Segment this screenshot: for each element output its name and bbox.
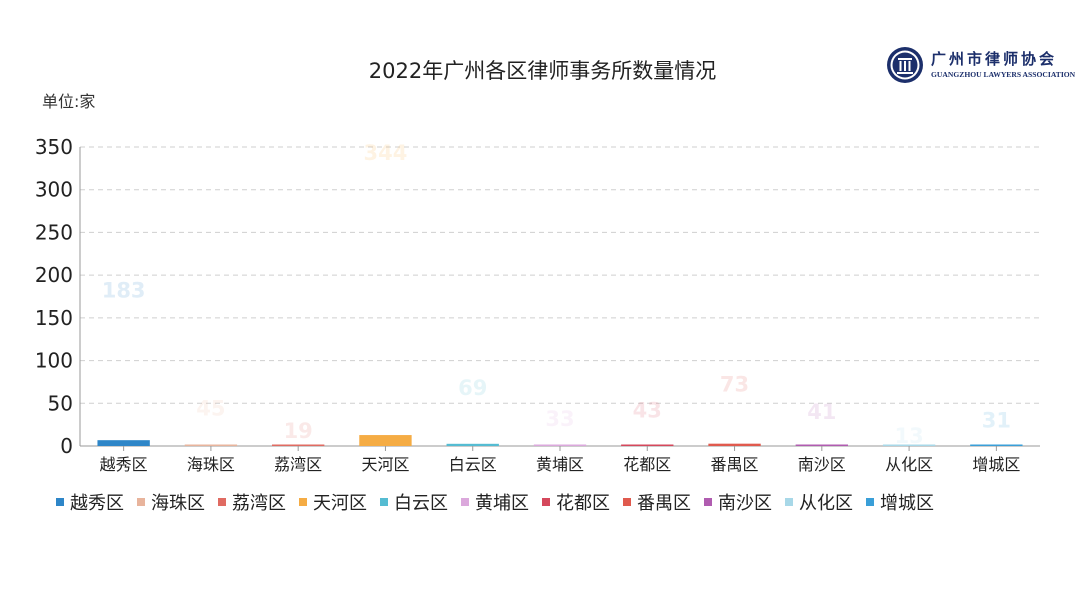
chart-legend: 越秀区 海珠区 荔湾区 天河区 白云区 黄埔区 花都区 番禺区 南沙区 从化区 增城区 <box>56 489 947 515</box>
legend-swatch <box>218 498 226 506</box>
legend-swatch <box>704 498 712 506</box>
x-tick-label: 番禺区 <box>711 455 759 474</box>
legend-swatch <box>866 498 874 506</box>
data-label: 344 <box>364 141 408 165</box>
bar <box>446 443 499 446</box>
y-tick-label: 250 <box>35 220 73 244</box>
legend-label: 从化区 <box>799 493 853 514</box>
legend-item[interactable]: 花都区 <box>542 489 610 515</box>
legend-label: 海珠区 <box>151 493 205 514</box>
x-tick-label: 花都区 <box>623 455 671 474</box>
bar <box>621 444 674 446</box>
bar <box>970 444 1023 446</box>
seal-icon <box>887 47 923 83</box>
x-tick-label: 从化区 <box>885 455 933 474</box>
legend-swatch <box>56 498 64 506</box>
legend-item[interactable]: 越秀区 <box>56 489 124 515</box>
legend-swatch <box>785 498 793 506</box>
legend-item[interactable]: 白云区 <box>380 489 448 515</box>
x-tick-label: 黄埔区 <box>536 455 584 474</box>
legend-swatch <box>137 498 145 506</box>
legend-item[interactable]: 荔湾区 <box>218 489 286 515</box>
data-label: 73 <box>720 373 749 397</box>
x-tick-label: 白云区 <box>449 455 497 474</box>
logo-name-en: GUANGZHOU LAWYERS ASSOCIATION <box>931 70 1076 79</box>
legend-label: 越秀区 <box>70 493 124 514</box>
y-tick-label: 300 <box>35 178 73 202</box>
x-tick-label: 荔湾区 <box>274 455 322 474</box>
bar <box>97 440 150 446</box>
legend-item[interactable]: 番禺区 <box>623 489 691 515</box>
x-tick-label: 南沙区 <box>798 455 846 474</box>
legend-swatch <box>623 498 631 506</box>
bar <box>795 444 848 446</box>
y-axis-unit-label: 单位:家 <box>42 92 96 111</box>
legend-label: 番禺区 <box>637 493 691 514</box>
y-tick-label: 0 <box>60 434 73 458</box>
bar <box>708 443 761 446</box>
association-logo: 广州市律师协会 GUANGZHOU LAWYERS ASSOCIATION <box>886 46 1075 86</box>
data-label: 33 <box>545 407 574 431</box>
x-tick-label: 增城区 <box>972 455 1020 474</box>
bar <box>533 444 587 446</box>
legend-label: 南沙区 <box>718 493 772 514</box>
bar <box>359 435 412 446</box>
y-tick-label: 350 <box>35 135 73 159</box>
legend-label: 白云区 <box>394 493 448 514</box>
x-tick-label: 海珠区 <box>187 455 235 474</box>
legend-swatch <box>299 498 307 506</box>
legend-item[interactable]: 增城区 <box>866 489 934 515</box>
legend-label: 天河区 <box>313 493 367 514</box>
x-tick-label: 天河区 <box>361 455 409 474</box>
y-tick-label: 50 <box>48 391 73 415</box>
data-label: 19 <box>284 419 313 443</box>
legend-item[interactable]: 海珠区 <box>137 489 205 515</box>
legend-item[interactable]: 黄埔区 <box>461 489 529 515</box>
legend-label: 花都区 <box>556 493 610 514</box>
legend-label: 黄埔区 <box>475 493 529 514</box>
data-label: 183 <box>102 279 146 303</box>
legend-swatch <box>461 498 469 506</box>
legend-label: 荔湾区 <box>232 493 286 514</box>
legend-item[interactable]: 天河区 <box>299 489 367 515</box>
logo-name-cn: 广州市律师协会 <box>931 50 1058 68</box>
legend-item[interactable]: 从化区 <box>785 489 853 515</box>
x-tick-label: 越秀区 <box>100 455 148 474</box>
data-label: 31 <box>982 409 1011 433</box>
legend-label: 增城区 <box>880 493 934 514</box>
legend-item[interactable]: 南沙区 <box>704 489 772 515</box>
y-tick-label: 100 <box>35 349 73 373</box>
bar <box>272 444 325 446</box>
bar <box>184 444 238 446</box>
legend-swatch <box>380 498 388 506</box>
data-label: 45 <box>196 397 225 421</box>
data-label: 69 <box>458 376 487 400</box>
legend-swatch <box>542 498 550 506</box>
data-label: 43 <box>633 398 662 422</box>
chart-title: 2022年广州各区律师事务所数量情况 <box>368 59 717 83</box>
data-label: 41 <box>807 400 836 424</box>
bar <box>882 444 936 446</box>
y-tick-label: 150 <box>35 306 73 330</box>
data-label: 13 <box>894 424 923 448</box>
y-tick-label: 200 <box>35 263 73 287</box>
